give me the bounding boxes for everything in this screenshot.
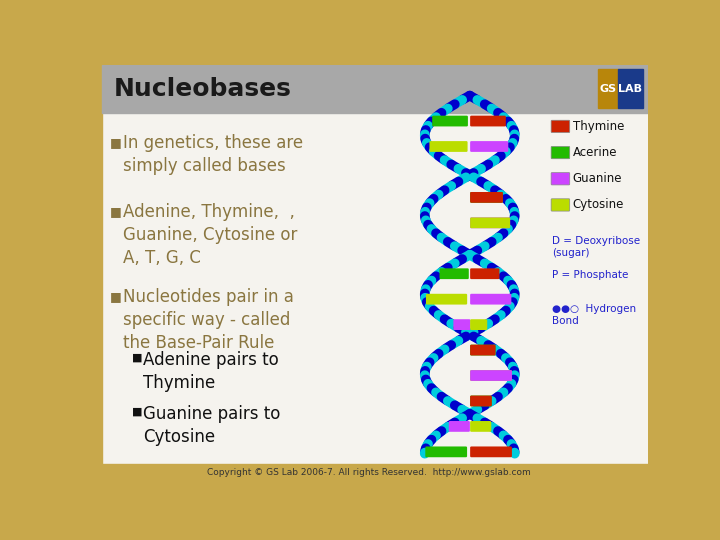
- FancyBboxPatch shape: [551, 173, 570, 185]
- FancyBboxPatch shape: [551, 120, 570, 132]
- Text: In genetics, these are
simply called bases: In genetics, these are simply called bas…: [122, 134, 302, 175]
- FancyBboxPatch shape: [454, 319, 470, 330]
- FancyBboxPatch shape: [470, 370, 512, 381]
- Text: ■: ■: [110, 205, 122, 218]
- FancyBboxPatch shape: [439, 268, 469, 279]
- FancyBboxPatch shape: [470, 141, 508, 152]
- FancyBboxPatch shape: [470, 421, 491, 432]
- Bar: [102, 112, 648, 464]
- Text: Guanine pairs to
Cytosine: Guanine pairs to Cytosine: [143, 405, 280, 446]
- FancyBboxPatch shape: [470, 116, 506, 126]
- Text: Thymine: Thymine: [573, 120, 624, 133]
- FancyBboxPatch shape: [426, 294, 467, 305]
- FancyBboxPatch shape: [470, 396, 492, 407]
- FancyBboxPatch shape: [470, 396, 492, 407]
- FancyBboxPatch shape: [470, 319, 487, 330]
- Bar: [90, 464, 648, 481]
- Bar: [102, 65, 648, 112]
- FancyBboxPatch shape: [470, 268, 500, 279]
- Text: ■: ■: [132, 353, 143, 363]
- FancyBboxPatch shape: [470, 345, 495, 355]
- FancyBboxPatch shape: [429, 141, 467, 152]
- FancyBboxPatch shape: [470, 192, 503, 203]
- Text: ■: ■: [132, 407, 143, 417]
- FancyBboxPatch shape: [470, 370, 512, 381]
- FancyBboxPatch shape: [426, 447, 467, 457]
- Text: Nucleobases: Nucleobases: [113, 77, 291, 100]
- Bar: [598, 70, 618, 108]
- FancyBboxPatch shape: [470, 218, 510, 228]
- Text: P = Phosphate: P = Phosphate: [552, 269, 629, 280]
- Text: ■: ■: [110, 136, 122, 148]
- FancyBboxPatch shape: [551, 199, 570, 211]
- FancyBboxPatch shape: [470, 192, 503, 203]
- Text: Guanine: Guanine: [573, 172, 622, 185]
- Text: ●●○  Hydrogen
Bond: ●●○ Hydrogen Bond: [552, 303, 636, 326]
- Text: Copyright © GS Lab 2006-7. All rights Reserved.  http://www.gslab.com: Copyright © GS Lab 2006-7. All rights Re…: [207, 468, 531, 477]
- Text: D = Deoxyribose
(sugar): D = Deoxyribose (sugar): [552, 236, 640, 258]
- FancyBboxPatch shape: [432, 116, 468, 126]
- Text: Acerine: Acerine: [573, 146, 617, 159]
- Text: GS: GS: [600, 84, 616, 93]
- Text: LAB: LAB: [618, 84, 642, 93]
- Text: ■: ■: [110, 289, 122, 302]
- Text: Cytosine: Cytosine: [573, 198, 624, 212]
- Text: Adenine pairs to
Thymine: Adenine pairs to Thymine: [143, 351, 279, 392]
- FancyBboxPatch shape: [551, 146, 570, 159]
- FancyBboxPatch shape: [470, 447, 512, 457]
- FancyBboxPatch shape: [470, 345, 495, 355]
- FancyBboxPatch shape: [470, 218, 510, 228]
- Text: Nucleotides pair in a
specific way - called
the Base-Pair Rule: Nucleotides pair in a specific way - cal…: [122, 288, 294, 352]
- FancyBboxPatch shape: [470, 294, 511, 305]
- Bar: [618, 70, 642, 108]
- FancyBboxPatch shape: [449, 421, 470, 432]
- Text: Adenine, Thymine,  ,
Guanine, Cytosine or
A, T, G, C: Adenine, Thymine, , Guanine, Cytosine or…: [122, 204, 297, 267]
- Bar: [90, 65, 102, 481]
